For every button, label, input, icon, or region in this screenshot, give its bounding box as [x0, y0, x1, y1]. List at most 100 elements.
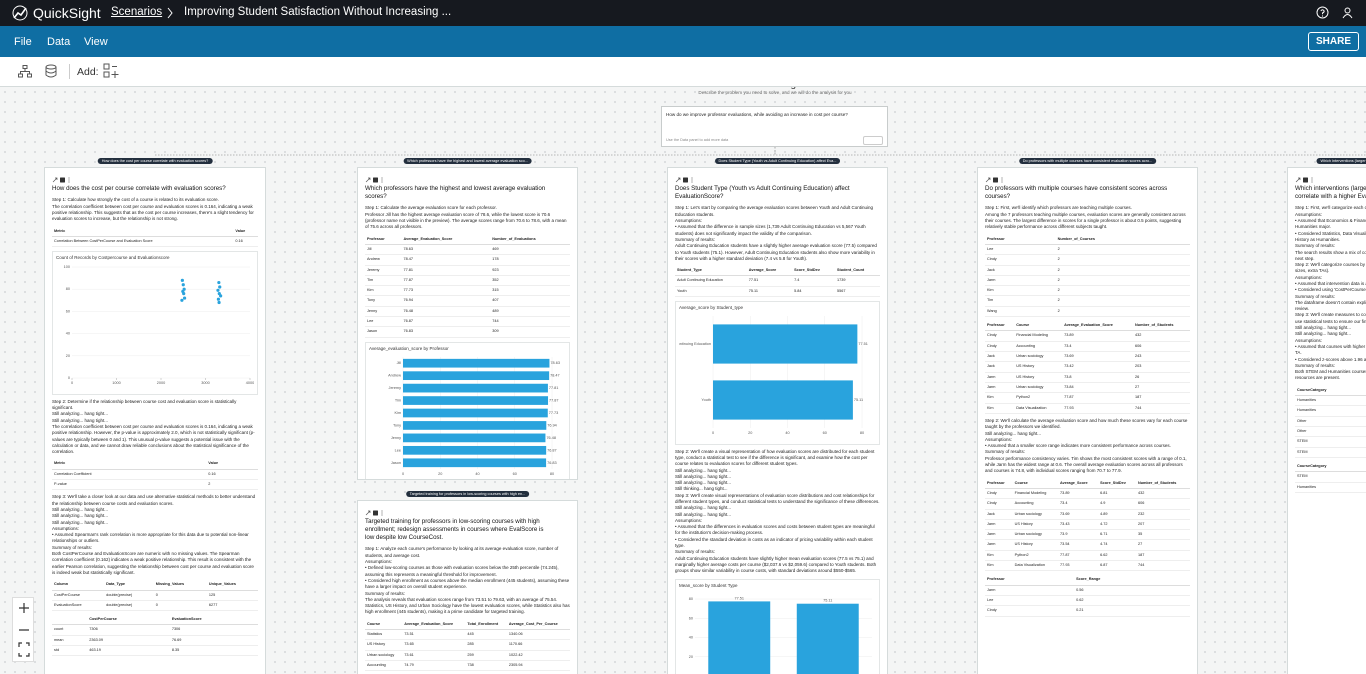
table-cell: 0.16 [206, 469, 258, 481]
point [216, 289, 220, 293]
table-cell: STEM [1295, 471, 1366, 483]
table-cell: 73.61 [402, 650, 466, 662]
point [219, 294, 223, 298]
table-cell: Jarm [985, 529, 1013, 541]
table-cell: 5.84 [792, 286, 835, 298]
header-row: CostPerCourse EvaluationScore [52, 615, 258, 626]
column-header: CourseCategory [1295, 385, 1366, 397]
table-cell: mean [52, 635, 88, 647]
card-icons[interactable] [365, 510, 385, 516]
bar [403, 458, 547, 468]
prompt-button[interactable] [863, 136, 883, 145]
table-row: STEM4.28 [1295, 471, 1366, 483]
card-icons[interactable] [1295, 177, 1315, 183]
chart: Mean_score by Student Type02040608077.51… [675, 578, 880, 674]
connectors [155, 147, 1366, 156]
x-tick-label: 3000 [201, 381, 209, 385]
table-cell: Kim [985, 550, 1013, 562]
table-cell: 73.4 [1062, 341, 1134, 353]
breadcrumb[interactable]: Scenarios [111, 6, 163, 18]
text-block: Step 1: Calculate the average evaluation… [365, 205, 570, 230]
text-line: Summary of results: [1295, 362, 1336, 368]
table-cell: Statistics [365, 629, 403, 641]
x-tick-label: 1000 [112, 381, 120, 385]
database-icon[interactable] [45, 64, 57, 78]
insight-card: How does the cost per course correlate w… [44, 167, 266, 674]
category-label: Adult Continuing Education [679, 342, 711, 346]
column-header: Student_Type [675, 266, 747, 277]
table-cell: Lee [985, 244, 1056, 256]
menu-item[interactable]: File [14, 36, 32, 48]
text-line: Assumptions: [1295, 337, 1323, 343]
table-cell: Tim [985, 295, 1056, 307]
prompt-box[interactable]: How do we improve professor evaluations,… [661, 106, 888, 147]
column-header: Metric [52, 226, 234, 237]
share-button[interactable]: SHARE [1308, 32, 1359, 51]
table-cell: Tim [365, 275, 402, 287]
card-icons[interactable] [52, 177, 72, 183]
table-cell: 7306 [87, 624, 170, 636]
x-tick-label: 40 [475, 472, 479, 476]
table-cell: 744 [490, 316, 570, 328]
card-icons[interactable] [675, 177, 695, 183]
column-header: Course [365, 619, 403, 631]
text-line: Still analyzing... hang tight... [52, 417, 109, 423]
table-cell: EvaluationScore [52, 600, 105, 612]
table-row: Jeremy 77.81 923 [365, 265, 570, 276]
data-table: Professor Score_Range Jarm 0.56 Lee 0.62 Cindy… [985, 575, 1190, 617]
help-icon[interactable] [1316, 6, 1329, 19]
separator [69, 64, 70, 79]
text-line: Still analyzing... hang tight... [675, 505, 732, 511]
table-cell: 207 [1136, 519, 1190, 531]
table-cell: 73.84 [1062, 382, 1134, 394]
card-icons[interactable] [985, 177, 1005, 183]
text-line: • Considered high enrollment as courses … [365, 577, 570, 590]
text-block: Step 1: Let's start by comparing the ave… [675, 205, 880, 262]
table-row: mean 2363.09 76.69 [52, 635, 258, 647]
category-label: Youth [701, 398, 711, 402]
text-line: Still analyzing... hang tight... [675, 473, 732, 479]
menu-item[interactable]: Data [47, 36, 71, 48]
hierarchy-icon[interactable] [18, 65, 32, 78]
thread-label: Do professors with multiple courses have… [1018, 158, 1157, 164]
value-label: 77.87 [549, 399, 559, 403]
zoom-icons[interactable] [13, 598, 35, 663]
column-header: Average_Evaluation_Score [402, 619, 466, 631]
table-cell: 203 [1133, 361, 1190, 373]
table-cell: 73.43 [1058, 519, 1099, 531]
column-header: Unique_Values [206, 580, 258, 591]
table-row: Tony 76.94 407 [365, 295, 570, 307]
user-icon[interactable] [1341, 6, 1354, 19]
chart: Average_score by Student_type 0 20 40 60 80 Ad… [668, 301, 880, 445]
table-row: Humanities1 [1295, 405, 1366, 417]
bar [403, 358, 550, 368]
table-row: STEM1 [1295, 447, 1366, 458]
add-icon[interactable] [103, 63, 119, 79]
table-cell: 73.65 [402, 639, 466, 651]
chart-plot: 0 20 40 60 80 Adult Continuing Education 77.51… [668, 316, 868, 435]
table-cell: P-value [52, 479, 207, 491]
column-header: Number_of_Students [1136, 478, 1190, 489]
insight-card: Which professors have the highest and lo… [357, 167, 578, 480]
column-header: Average_Cost_Per_Course [506, 619, 570, 631]
column-header: Data_Type [104, 580, 154, 591]
menu-item[interactable]: View [84, 36, 108, 48]
table-cell: 744 [1136, 560, 1190, 572]
table-cell: Andrew [365, 254, 402, 266]
table-cell: 432 [1133, 330, 1190, 342]
table-cell: Other [1295, 426, 1366, 438]
table-cell: 352 [490, 275, 570, 287]
header-row: Student_Type Average_Score Score_StdDev Stu… [675, 266, 880, 277]
table-row: count 7306 7306 [52, 624, 258, 636]
card-icons[interactable] [365, 177, 385, 183]
chart-title: Average_evaluation_score by Professor [369, 345, 449, 351]
header-row: Professor Score_Range [985, 575, 1190, 586]
text-line: • Considered z-scores above 1.96 as stat… [1295, 356, 1366, 362]
canvas-title: Data to insights [741, 87, 810, 90]
text-line: Step 3: We'll take a closer look at our … [52, 494, 256, 506]
table-cell: 243 [1133, 351, 1190, 363]
text-line: Still analyzing... hang tight... [675, 480, 732, 486]
table-cell: Jill [365, 244, 402, 256]
text-line: • Considered Statistics, Data Visualizat… [1295, 230, 1366, 242]
